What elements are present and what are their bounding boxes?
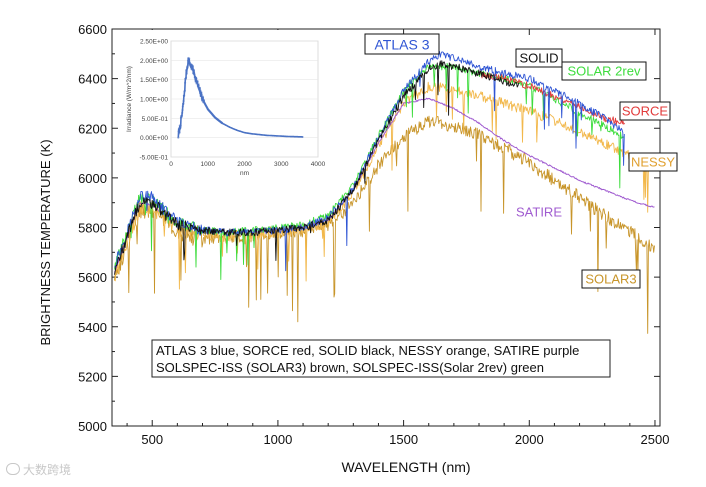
series-label-box	[628, 152, 678, 172]
series-line-solid	[114, 60, 520, 275]
inset-x-tick-label: 4000	[311, 161, 326, 168]
series-labels: ATLAS 3 SOLID SOLAR 2rev SORCE NESSY SATIRE SO…	[364, 33, 678, 289]
x-tick-label: 1000	[263, 432, 292, 447]
y-tick-label: 5200	[78, 369, 107, 384]
irradiance-inset: -5.00E-01 0.00E+00 5.00E-01 1.00E+00 1.50E+0…	[118, 30, 330, 177]
legend-note-line-2: SOLSPEC-ISS (SOLAR3) brown, SOLSPEC-ISS(…	[156, 360, 544, 375]
x-tick-label: 2500	[641, 432, 670, 447]
y-tick-label: 6600	[78, 22, 107, 37]
series-line-solar3	[114, 115, 655, 334]
inset-y-tick-label: 2.50E+00	[140, 39, 168, 46]
inset-x-tick-label: 1000	[201, 161, 216, 168]
series-label-box	[561, 61, 647, 81]
series-label-box	[364, 33, 440, 55]
inset-x-tick-label: 3000	[274, 161, 289, 168]
series-label-box	[515, 48, 563, 68]
inset-y-tick-label: -5.00E-01	[139, 155, 168, 162]
y-tick-label: 5600	[78, 270, 107, 285]
main-series	[114, 51, 655, 334]
inset-x-tick-label: 2000	[237, 161, 252, 168]
series-label: SATIRE	[516, 205, 562, 220]
y-tick-label: 5400	[78, 320, 107, 335]
inset-y-tick-label: 5.00E-01	[142, 116, 169, 123]
y-axis-label: BRIGHTNESS TEMPERATURE (K)	[38, 139, 53, 345]
y-tick-label: 5800	[78, 221, 107, 236]
series-label: ATLAS 3	[375, 37, 430, 53]
y-tick-label: 5000	[78, 419, 107, 434]
x-axis-label: WAVELENGTH (nm)	[341, 459, 470, 475]
y-tick-label: 6400	[78, 72, 107, 87]
x-tick-label: 1500	[389, 432, 418, 447]
y-tick-label: 6200	[78, 121, 107, 136]
inset-y-tick-label: 0.00E+00	[140, 135, 168, 142]
series-label-box	[581, 269, 641, 289]
watermark: 大数跨境	[6, 461, 71, 478]
watermark-logo-icon	[6, 463, 20, 475]
legend-note-line-1: ATLAS 3 blue, SORCE red, SOLID black, NE…	[156, 343, 579, 358]
inset-y-tick-label: 1.00E+00	[140, 97, 168, 104]
series-label: SORCE	[622, 104, 669, 119]
series-label: SOLAR3	[585, 272, 636, 287]
series-label: SOLAR 2rev	[568, 64, 641, 79]
watermark-text: 大数跨境	[23, 463, 72, 477]
inset-irradiance-line	[177, 57, 304, 138]
inset-x-axis-label: nm	[240, 170, 249, 177]
inset-y-axis-label: Irradiance (W/m^2/nm)	[126, 66, 133, 132]
x-tick-label: 500	[141, 432, 163, 447]
y-tick-label: 6000	[78, 171, 107, 186]
series-line-sorce	[478, 70, 625, 126]
main-axes: 500 1000 1500 2000 2500 5000 5200 5400 5600 5800 6…	[38, 22, 669, 475]
x-tick-label: 2000	[515, 432, 544, 447]
inset-y-tick-label: 1.50E+00	[140, 77, 168, 84]
inset-background	[118, 30, 330, 175]
legend-note-box: ATLAS 3 blue, SORCE red, SOLID black, NE…	[151, 339, 611, 378]
inset-y-tick-label: 2.00E+00	[140, 58, 168, 65]
series-label: SOLID	[519, 51, 558, 66]
series-label: NESSY	[631, 155, 675, 170]
series-label-box	[619, 101, 671, 121]
inset-x-tick-label: 0	[169, 161, 173, 168]
